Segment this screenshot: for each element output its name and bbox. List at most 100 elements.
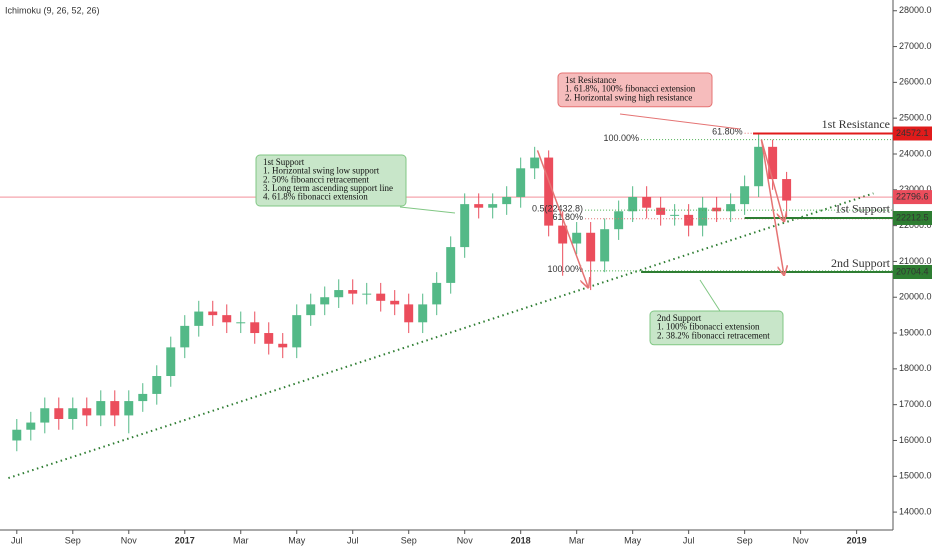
candle-body [306,304,316,316]
x-tick-label: Mar [569,535,585,545]
callout-text: 1. 61.8%, 100% fibonacci extension [565,84,696,94]
y-tick-label: 15000.0 [899,471,932,481]
candle-body [782,179,792,201]
candle-body [124,401,134,416]
candle-body [96,401,106,416]
callout-text: 1st Resistance [565,75,616,85]
candle-body [558,225,568,244]
x-tick-label: May [288,535,306,545]
price-tag [893,210,932,225]
candle-body [110,401,120,416]
callout-text: 2. 50% fiboancci retracement [263,174,369,184]
candle-body [656,207,666,215]
candle-body [194,311,204,326]
candle-body [348,290,358,294]
candle-body [670,214,680,216]
candle-body [82,408,92,416]
fib-label: 0.5(22432.8) [532,203,583,213]
candle-body [278,343,288,348]
candle-body [572,232,582,244]
candle-body [376,293,386,301]
y-tick-label: 25000.0 [899,113,932,123]
candle-body [152,376,162,394]
candle-body [740,186,750,205]
level-name: 1st Resistance [822,117,890,131]
arrow [536,150,587,286]
candle-body [726,204,736,212]
x-tick-label: 2019 [847,535,867,545]
price-tag-label: 24572.1 [896,128,929,138]
x-tick-label: Nov [121,535,138,545]
candle-body [166,347,176,377]
x-tick-label: 2018 [511,535,531,545]
level-name: 2nd Support [831,256,891,270]
candle-body [488,204,498,208]
callout-box [557,72,713,108]
candle-body [12,429,22,441]
candle-body [460,204,470,248]
price-tag-label: 22212.5 [896,212,929,222]
x-tick-label: Nov [793,535,810,545]
candle-body [432,282,442,305]
x-tick-label: Sep [401,535,417,545]
candle-body [54,408,64,419]
candle-body [754,146,764,187]
candle-body [684,214,694,226]
arrow [760,139,783,274]
candle-body [614,211,624,230]
callout-text: 1st Support [263,157,305,167]
candle-body [236,322,246,324]
candle-body [40,408,50,423]
y-tick-label: 20000.0 [899,292,932,302]
y-tick-label: 14000.0 [899,506,932,516]
candle-body [502,196,512,205]
candle-body [474,204,484,208]
candle-body [446,247,456,283]
candle-body [264,333,274,344]
x-tick-label: Jul [347,535,359,545]
y-tick-label: 28000.0 [899,5,932,15]
x-tick-label: Sep [737,535,753,545]
callout-text: 2nd Support [657,313,702,323]
y-tick-label: 24000.0 [899,148,932,158]
fib-label: 61.80% [553,212,584,222]
candle-body [334,290,344,298]
y-tick-label: 21000.0 [899,256,932,266]
candle-body [180,325,190,348]
fib-label: 100.00% [604,133,640,143]
x-tick-label: Mar [233,535,249,545]
arrow [760,139,783,221]
fib-label: 61.80% [712,127,743,137]
candle-body [698,207,708,226]
callout-text: 2. 38.2% fibonacci retracement [657,330,770,340]
candle-body [516,168,526,197]
candle-body [138,393,148,402]
level-name: 1st Support [835,202,891,216]
candle-body [768,146,778,180]
candle-body [600,229,610,262]
callout-text: 4. 61.8% fibonacci extension [263,191,368,201]
candle-body [404,304,414,323]
candle-body [68,408,78,419]
x-tick-label: May [624,535,642,545]
candle-body [712,207,722,212]
x-tick-label: 2017 [175,535,195,545]
candle-body [362,293,372,295]
candle-body [390,300,400,305]
fib-label: 100.00% [548,264,584,274]
y-tick-label: 18000.0 [899,363,932,373]
candle-body [26,422,36,430]
callout-text: 1. Horizontal swing low support [263,166,380,176]
x-tick-label: Jul [683,535,695,545]
candle-body [208,311,218,316]
y-tick-label: 19000.0 [899,327,932,337]
y-tick-label: 16000.0 [899,435,932,445]
y-tick-label: 17000.0 [899,399,932,409]
candle-body [418,304,428,323]
x-tick-label: Jul [11,535,23,545]
candle-body [628,196,638,212]
callout-box [255,154,407,207]
candle-body [250,322,260,334]
candle-body [586,232,596,262]
